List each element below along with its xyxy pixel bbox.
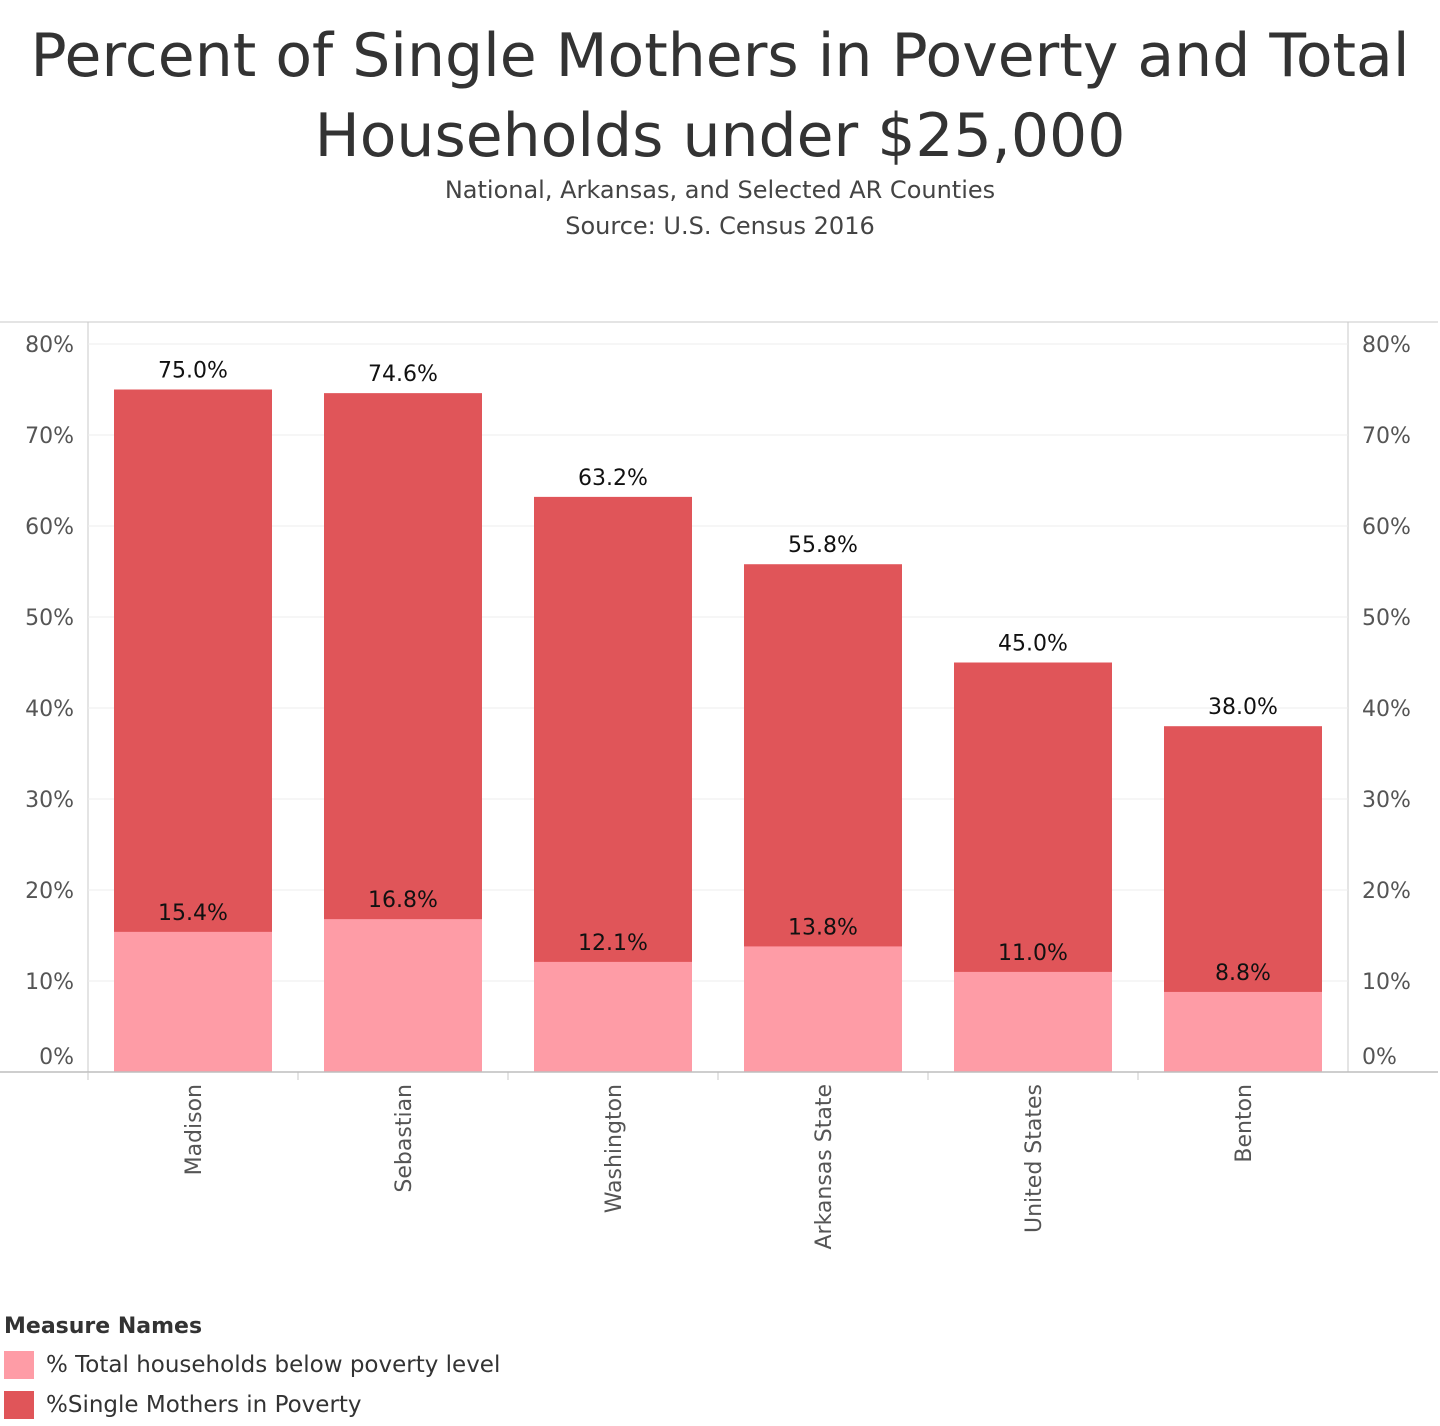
bar-total-households — [534, 961, 692, 1072]
data-label-single-mothers: 38.0% — [1208, 695, 1278, 720]
data-label-single-mothers: 74.6% — [368, 362, 438, 387]
legend-title: Measure Names — [4, 1314, 203, 1339]
bar-total-households — [744, 946, 902, 1072]
y-tick-label-left: 30% — [25, 788, 74, 813]
data-label-single-mothers: 63.2% — [578, 466, 648, 491]
data-label-total-households: 8.8% — [1215, 961, 1271, 986]
x-category-label: Madison — [182, 1084, 207, 1175]
y-tick-label-left: 70% — [25, 424, 74, 449]
x-category-label: Benton — [1232, 1084, 1257, 1163]
y-tick-label-right: 30% — [1362, 788, 1411, 813]
legend-label: % Total households below poverty level — [46, 1352, 501, 1378]
y-tick-label-left: 20% — [25, 879, 74, 904]
x-category-label: Arkansas State — [812, 1084, 837, 1250]
bar-total-households — [1164, 991, 1322, 1072]
y-tick-label-left: 40% — [25, 697, 74, 722]
data-label-total-households: 11.0% — [998, 941, 1068, 966]
x-category-label: United States — [1022, 1084, 1047, 1233]
y-tick-label-left: 10% — [25, 970, 74, 995]
y-tick-label-left: 60% — [25, 515, 74, 540]
y-tick-label-right: 40% — [1362, 697, 1411, 722]
y-tick-label-right: 20% — [1362, 879, 1411, 904]
data-label-single-mothers: 55.8% — [788, 533, 858, 558]
data-label-total-households: 13.8% — [788, 915, 858, 940]
chart-title-block: Percent of Single Mothers in Poverty and… — [0, 16, 1440, 176]
y-tick-label-right: 60% — [1362, 515, 1411, 540]
legend-swatch-total-households — [4, 1351, 34, 1379]
chart-title-line2: Households under $25,000 — [314, 101, 1126, 171]
y-tick-label-left: 80% — [25, 333, 74, 358]
bar-total-households — [114, 931, 272, 1072]
y-tick-label-right: 70% — [1362, 424, 1411, 449]
legend-item-single-mothers[interactable]: %Single Mothers in Poverty — [4, 1390, 362, 1420]
data-label-single-mothers: 75.0% — [158, 359, 228, 384]
x-category-label: Washington — [602, 1084, 627, 1213]
y-tick-label-right: 50% — [1362, 606, 1411, 631]
y-tick-label-right: 80% — [1362, 333, 1411, 358]
bar-total-households — [954, 971, 1112, 1072]
bar-total-households — [324, 919, 482, 1072]
data-label-total-households: 15.4% — [158, 901, 228, 926]
legend-label: %Single Mothers in Poverty — [46, 1392, 362, 1418]
legend-swatch-single-mothers — [4, 1391, 34, 1419]
y-tick-label-right: 0% — [1362, 1045, 1397, 1070]
data-label-total-households: 16.8% — [368, 888, 438, 913]
legend-item-total-households[interactable]: % Total households below poverty level — [4, 1350, 500, 1380]
chart-title-line1: Percent of Single Mothers in Poverty and… — [30, 21, 1410, 91]
bar-chart: 0% 0% 10% 10% 20% 20% 30% 30% 40% 40% 50% 50% 60% 60%… — [0, 321, 1438, 1250]
chart-source: Source: U.S. Census 2016 — [565, 212, 875, 240]
chart-subtitle: National, Arkansas, and Selected AR Coun… — [444, 176, 996, 204]
y-tick-label-left: 0% — [39, 1045, 74, 1070]
y-tick-label-left: 50% — [25, 606, 74, 631]
data-label-single-mothers: 45.0% — [998, 632, 1068, 657]
data-label-total-households: 12.1% — [578, 931, 648, 956]
x-category-label: Sebastian — [392, 1084, 417, 1193]
y-tick-label-right: 10% — [1362, 970, 1411, 995]
